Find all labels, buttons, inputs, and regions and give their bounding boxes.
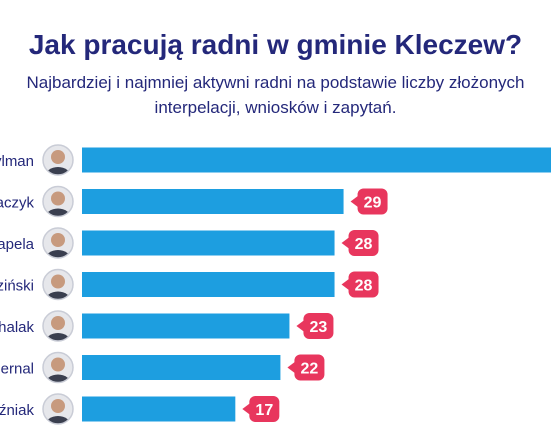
avatar-ring-0 [42, 144, 74, 176]
category-label-1: aczyk [0, 195, 34, 212]
bar-1 [82, 189, 344, 214]
avatar-shoulders-2 [45, 250, 71, 258]
value-badge-pointer-5 [287, 361, 296, 374]
category-label-0: ylman [0, 153, 34, 170]
avatar-ring-1 [42, 185, 74, 218]
value-label-2: 28 [355, 236, 373, 253]
avatar-photo-6 [43, 394, 73, 424]
value-label-1: 29 [364, 195, 382, 212]
value-label-4: 23 [310, 319, 328, 336]
avatar-photo-5 [43, 352, 73, 383]
avatar-head-0 [51, 150, 65, 164]
avatar-head-1 [51, 191, 65, 206]
value-badge-pointer-4 [296, 320, 305, 332]
bar-5 [82, 355, 281, 380]
bar-2 [82, 230, 335, 256]
value-badge-2 [348, 230, 379, 256]
category-label-4: halak [0, 319, 35, 336]
avatar-head-4 [51, 316, 65, 330]
avatar-1 [42, 185, 74, 218]
avatar-shoulders-0 [45, 167, 71, 175]
avatar-shoulders-3 [45, 291, 71, 300]
avatar-5 [42, 351, 74, 384]
avatar-shoulders-5 [45, 374, 71, 383]
avatar-ring-4 [42, 310, 74, 342]
value-badge-3 [348, 271, 379, 298]
avatar-ring-5 [42, 351, 74, 384]
avatar-0 [42, 144, 74, 176]
bar-0 [82, 147, 551, 173]
avatar-shoulders-1 [45, 208, 71, 217]
avatar-photo-3 [43, 269, 73, 300]
value-badge-6 [249, 396, 280, 422]
value-label-5: 22 [301, 361, 319, 378]
bar-3 [82, 272, 335, 297]
avatar-4 [42, 310, 74, 342]
avatar-3 [42, 268, 74, 301]
avatar-head-5 [51, 357, 65, 372]
avatar-photo-1 [43, 186, 73, 217]
avatar-head-3 [51, 274, 65, 289]
value-label-3: 28 [355, 278, 373, 295]
chart-title: Jak pracują radni w gminie Kleczew? [28, 29, 523, 60]
bar-6 [82, 396, 236, 422]
avatar-2 [42, 227, 74, 259]
category-label-5: ernal [1, 361, 34, 378]
category-label-2: apela [0, 236, 35, 253]
avatar-photo-0 [43, 145, 73, 175]
category-label-3: ziński [0, 278, 34, 295]
avatar-head-6 [51, 399, 65, 413]
value-badge-5 [294, 354, 325, 381]
bar-4 [82, 313, 290, 339]
category-label-6: źniak [0, 402, 34, 419]
avatar-ring-3 [42, 268, 74, 301]
subtitle-line-1: Najbardziej i najmniej aktywni radni na … [26, 73, 525, 92]
avatar-ring-2 [42, 227, 74, 259]
value-badge-pointer-6 [242, 403, 251, 415]
value-badge-pointer-1 [350, 195, 359, 208]
avatar-shoulders-6 [45, 416, 71, 424]
avatar-head-2 [51, 233, 65, 247]
avatar-photo-4 [43, 311, 73, 341]
avatar-shoulders-4 [45, 333, 71, 341]
avatar-photo-2 [43, 228, 73, 258]
chart-subtitle: Najbardziej i najmniej aktywni radni na … [0, 70, 551, 120]
value-badge-4 [303, 313, 334, 339]
avatar-6 [42, 393, 74, 425]
value-badge-1 [357, 188, 388, 215]
value-label-6: 17 [255, 402, 273, 419]
avatar-ring-6 [42, 393, 74, 425]
value-badge-pointer-3 [341, 278, 350, 291]
subtitle-line-2: interpelacji, wniosków i zapytań. [154, 98, 397, 117]
value-badge-pointer-2 [341, 237, 350, 249]
